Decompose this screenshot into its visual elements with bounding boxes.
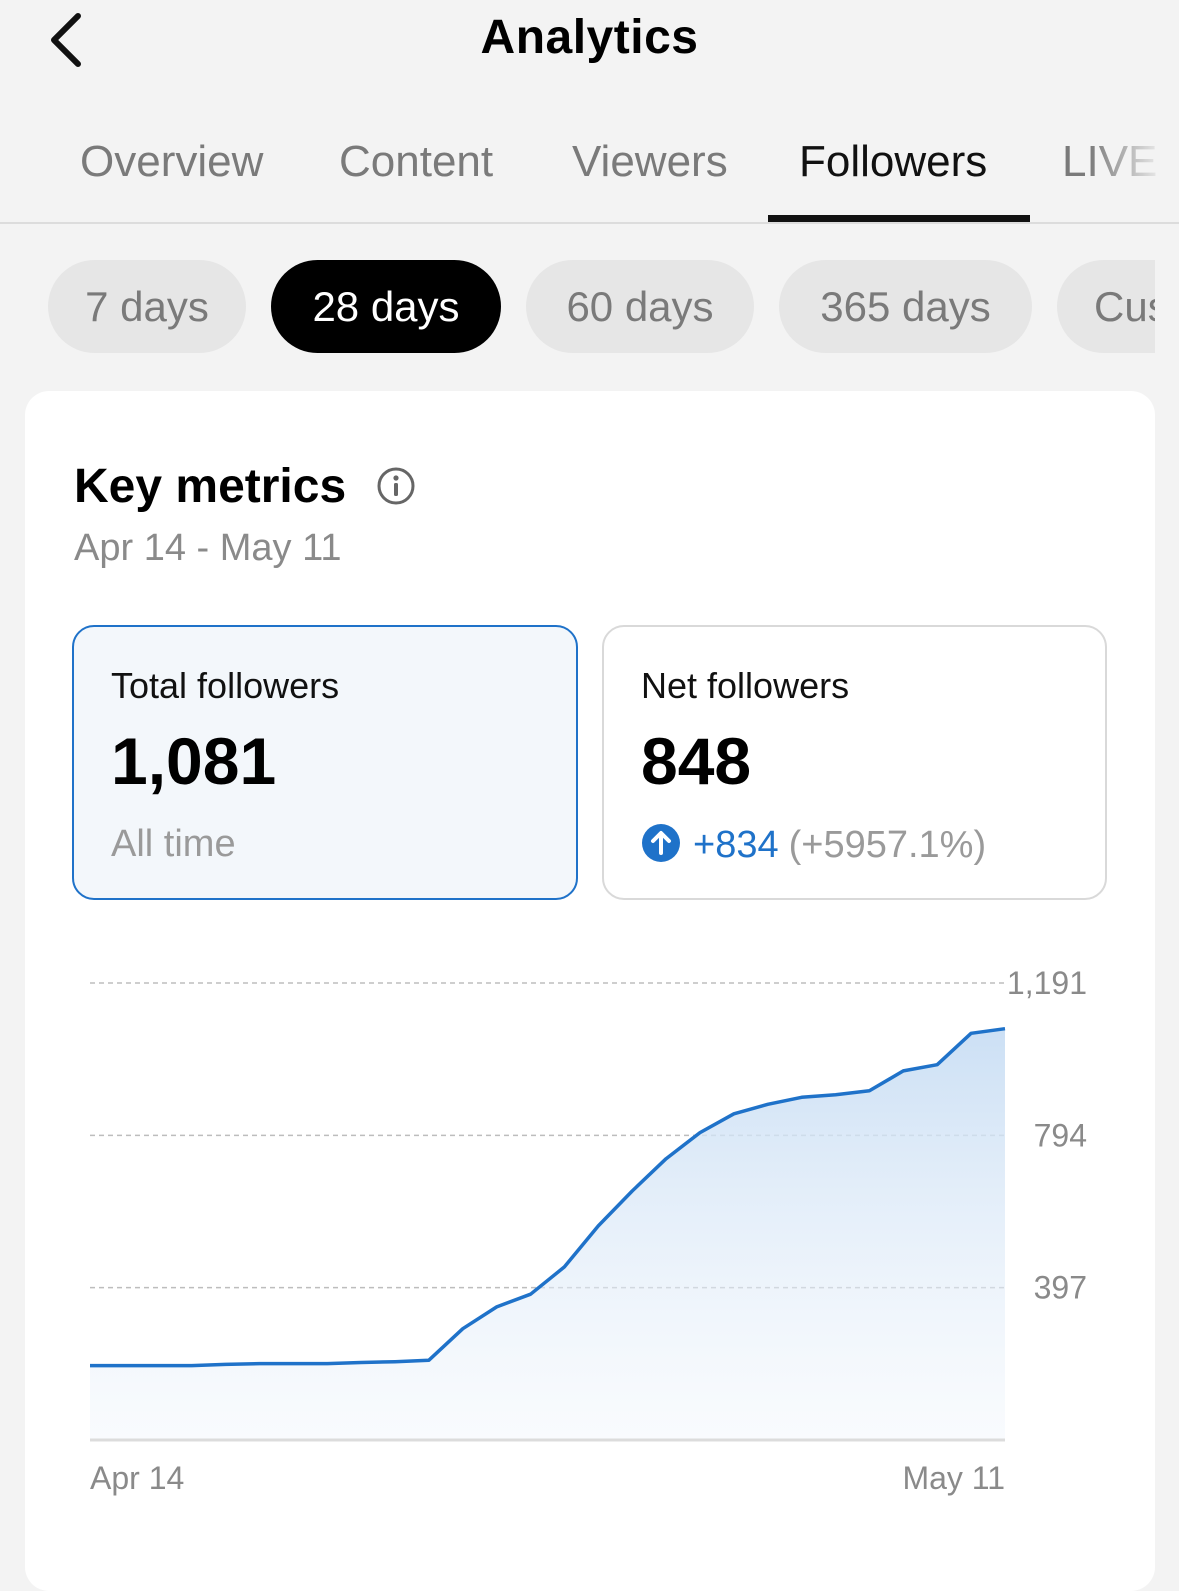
- followers-chart: 397 794 1,191 Apr 14 May 11: [90, 965, 1087, 1496]
- chart-area-fill: [90, 1028, 1005, 1440]
- total-followers-sub: All time: [111, 823, 236, 865]
- tab-content[interactable]: Content: [339, 137, 494, 186]
- range-7-days[interactable]: 7 days: [48, 260, 246, 353]
- x-tick-label-end: May 11: [902, 1460, 1005, 1496]
- range-60-days[interactable]: 60 days: [526, 260, 754, 353]
- y-tick-label: 794: [1034, 1117, 1087, 1153]
- date-range-selector: 7 days 28 days 60 days 365 days Custom: [0, 258, 1155, 356]
- tabs-scroll-fade: [1089, 105, 1179, 222]
- total-followers-value: 1,081: [111, 724, 277, 798]
- tab-bar: Overview Content Viewers Followers LIVE: [0, 105, 1179, 224]
- active-tab-indicator: [768, 215, 1030, 222]
- y-tick-label: 1,191: [1007, 965, 1087, 1001]
- arrow-up-circle-icon: [642, 824, 680, 862]
- chevron-left-icon: [51, 13, 81, 67]
- net-followers-delta: +834 (+5957.1%): [641, 823, 986, 867]
- x-tick-label-start: Apr 14: [90, 1460, 184, 1496]
- total-followers-card[interactable]: Total followers 1,081 All time: [72, 625, 578, 900]
- delta-percent: (+5957.1%): [788, 824, 987, 866]
- delta-absolute: +834: [693, 824, 779, 866]
- range-365-days[interactable]: 365 days: [779, 260, 1032, 353]
- y-tick-label: 397: [1034, 1270, 1087, 1306]
- header: Analytics: [0, 0, 1179, 100]
- tab-overview[interactable]: Overview: [80, 137, 264, 186]
- tab-followers[interactable]: Followers: [799, 137, 988, 186]
- chart-series-line: [90, 1026, 1006, 1368]
- tab-viewers[interactable]: Viewers: [572, 137, 728, 186]
- range-custom[interactable]: Custom: [1057, 260, 1155, 353]
- range-28-days[interactable]: 28 days: [271, 260, 501, 353]
- net-followers-value: 848: [641, 724, 752, 798]
- back-button[interactable]: [40, 8, 100, 68]
- key-metrics-title: Key metrics: [74, 460, 347, 513]
- page-title: Analytics: [480, 11, 699, 64]
- net-followers-card[interactable]: Net followers 848 +834 (+5957.1%): [602, 625, 1107, 900]
- info-icon[interactable]: [376, 466, 416, 506]
- total-followers-label: Total followers: [111, 665, 340, 706]
- date-range-label: Apr 14 - May 11: [74, 527, 342, 569]
- net-followers-label: Net followers: [641, 665, 850, 706]
